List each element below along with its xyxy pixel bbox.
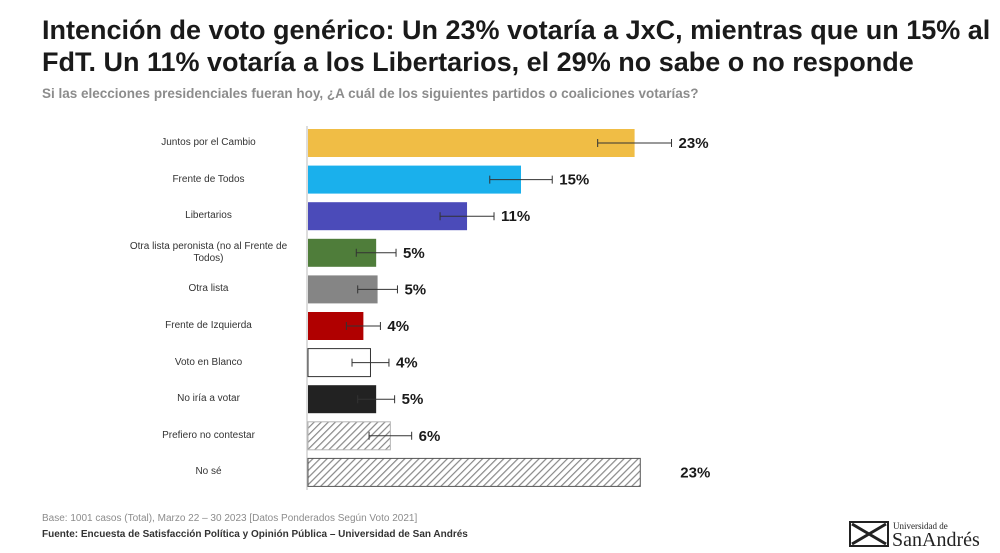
- error-bar: [345, 322, 381, 330]
- error-bar: [357, 285, 398, 294]
- note: Base: 1001 casos (Total), Marzo 22 – 30 …: [42, 513, 418, 524]
- error-bar: [439, 212, 495, 221]
- category-label: Juntos por el Cambio: [161, 137, 256, 148]
- value-label: 6%: [419, 428, 441, 445]
- error-bar: [355, 248, 397, 257]
- value-label: 15%: [559, 172, 589, 189]
- value-label: 23%: [679, 135, 709, 152]
- value-label: 5%: [403, 245, 425, 262]
- category-label: Libertarios: [185, 210, 232, 222]
- bar: [308, 129, 635, 157]
- source: Fuente: Encuesta de Satisfacción Polític…: [42, 529, 468, 540]
- category-label: Otra lista: [188, 283, 229, 295]
- category-label: No sé: [195, 466, 222, 478]
- logo: Universidad de SanAndrés: [849, 521, 980, 551]
- value-label: 4%: [396, 355, 418, 372]
- error-bar: [357, 395, 396, 404]
- error-bar: [489, 175, 553, 184]
- bar: [307, 457, 641, 487]
- error-bar: [368, 431, 413, 440]
- logo-bottom: SanAndrés: [892, 529, 980, 551]
- value-label: 5%: [404, 281, 426, 298]
- logo-top: Universidad de: [893, 521, 948, 531]
- chart-title: Intención de voto genérico: Un 23% votar…: [42, 15, 991, 77]
- chart-subtitle: Si las elecciones presidenciales fueran …: [42, 86, 699, 101]
- category-label: Otra lista peronista (no al Frente de To…: [129, 240, 288, 264]
- value-label: 23%: [680, 464, 710, 481]
- value-label: 11%: [501, 208, 530, 225]
- value-label: 4%: [387, 318, 409, 335]
- category-label: No iría a votar: [177, 393, 240, 405]
- category-label: Frente de Izquierda: [165, 320, 252, 331]
- error-bar: [597, 139, 673, 147]
- bar: [308, 165, 521, 194]
- category-label: Voto en Blanco: [174, 356, 243, 368]
- category-label: Prefiero no contestar: [162, 429, 255, 441]
- value-label: 5%: [402, 391, 424, 408]
- error-bar: [351, 358, 390, 367]
- category-label: Frente de Todos: [172, 173, 245, 185]
